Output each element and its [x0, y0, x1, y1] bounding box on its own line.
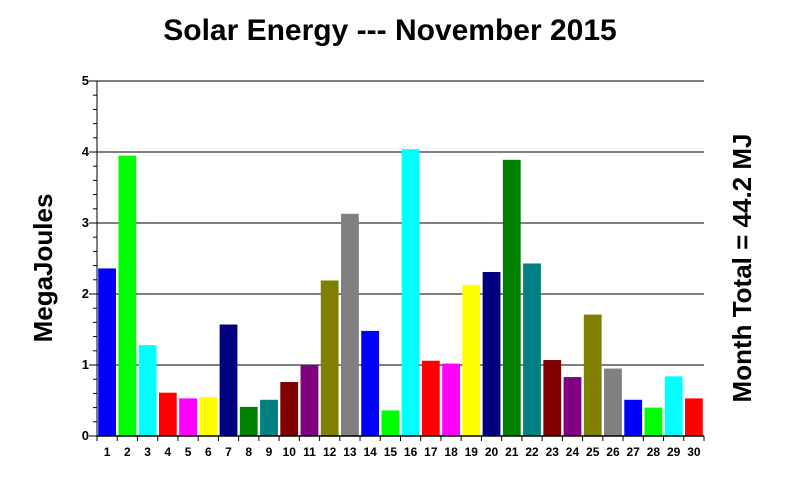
x-tick-label: 11 — [303, 445, 316, 459]
x-tick-label: 9 — [266, 445, 273, 459]
x-tick-label: 12 — [323, 445, 337, 459]
bar — [523, 263, 541, 436]
bar — [563, 377, 582, 436]
bar — [300, 365, 319, 436]
bar — [98, 268, 117, 436]
bar — [401, 149, 420, 436]
bar — [260, 399, 278, 436]
bar — [604, 368, 622, 436]
x-tick-label: 20 — [485, 445, 499, 459]
bar — [482, 271, 501, 436]
x-tick-label: 7 — [225, 445, 232, 459]
bar — [341, 213, 359, 436]
bar — [684, 398, 703, 436]
x-tick-label: 4 — [164, 445, 171, 459]
y-tick-label: 4 — [82, 144, 90, 159]
bar — [138, 345, 157, 436]
bar — [421, 360, 440, 436]
y-tick-label: 3 — [82, 215, 89, 230]
chart-title: Solar Energy --- November 2015 — [163, 14, 617, 47]
x-tick-labels: 1 2 3 4 5 6 7 8 9 10 11 12 13 14 15 16 17 18 19 20 21 22 23 24 2… — [104, 445, 701, 459]
bar — [219, 324, 238, 436]
month-total-label: Month Total = 44.2 MJ — [727, 134, 757, 403]
bar — [543, 360, 562, 436]
x-tick-label: 3 — [144, 445, 151, 459]
y-axis-label: MegaJoules — [28, 194, 58, 343]
x-tick-label: 21 — [505, 445, 519, 459]
bar — [583, 314, 602, 436]
bar — [199, 396, 218, 436]
axes — [89, 80, 705, 441]
x-tick-label: 18 — [444, 445, 458, 459]
x-tick-label: 10 — [283, 445, 297, 459]
bar — [239, 406, 258, 436]
bar — [462, 284, 481, 436]
x-tick-label: 16 — [404, 445, 418, 459]
bar — [664, 376, 683, 436]
bar — [158, 392, 177, 436]
bar — [118, 155, 137, 437]
bar — [442, 363, 460, 436]
x-tick-label: 25 — [586, 445, 600, 459]
bar — [280, 382, 299, 436]
y-tick-label: 1 — [82, 357, 89, 372]
x-tick-label: 5 — [185, 445, 192, 459]
bars — [98, 149, 703, 437]
y-tick-label: 2 — [82, 286, 89, 301]
y-tick-labels: 0 1 2 3 4 5 — [82, 73, 90, 443]
x-tick-label: 15 — [384, 445, 398, 459]
x-tick-label: 23 — [546, 445, 560, 459]
x-tick-label: 2 — [124, 445, 131, 459]
x-tick-label: 8 — [245, 445, 252, 459]
x-tick-label: 19 — [465, 445, 479, 459]
x-tick-label: 22 — [525, 445, 539, 459]
x-tick-label: 14 — [363, 445, 377, 459]
x-tick-label: 13 — [343, 445, 357, 459]
y-tick-label: 0 — [82, 428, 89, 443]
bar — [644, 407, 663, 436]
bar — [179, 398, 197, 436]
x-tick-label: 24 — [566, 445, 580, 459]
bar — [320, 280, 339, 436]
x-tick-label: 1 — [104, 445, 111, 459]
x-tick-label: 6 — [205, 445, 212, 459]
bar — [502, 159, 521, 436]
x-tick-label: 30 — [687, 445, 701, 459]
bar — [361, 330, 380, 436]
x-tick-label: 29 — [667, 445, 681, 459]
bar — [624, 399, 643, 436]
x-tick-label: 27 — [627, 445, 641, 459]
x-tick-label: 28 — [647, 445, 661, 459]
x-tick-label: 26 — [606, 445, 620, 459]
bar — [381, 410, 400, 436]
y-tick-label: 5 — [82, 73, 89, 88]
x-tick-label: 17 — [424, 445, 438, 459]
